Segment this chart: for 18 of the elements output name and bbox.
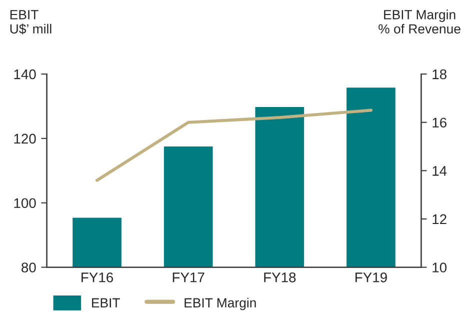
- x-tick-label: FY19: [356, 272, 387, 282]
- y-axis-title: EBIT U$’ mill: [10, 10, 52, 34]
- y2-axis-title: EBIT Margin % of Revenue: [378, 10, 460, 34]
- legend-label: EBIT Margin: [184, 298, 256, 310]
- x-tick-label: FY18: [264, 272, 296, 282]
- line-series: [95, 108, 373, 182]
- y-tick-label: 80: [22, 262, 36, 272]
- x-tick-label: FY16: [82, 272, 114, 282]
- y2-tick-label: 12: [432, 214, 446, 224]
- y2-tick-label: 18: [432, 69, 446, 80]
- y-tick-label: 140: [14, 69, 36, 80]
- legend-label: EBIT: [92, 298, 120, 308]
- y-tick-label: 100: [14, 198, 36, 208]
- x-tick-label: FY17: [172, 272, 204, 282]
- y2-tick-label: 10: [432, 262, 447, 272]
- y-tick-label: 120: [14, 134, 36, 144]
- y2-tick-label: 16: [432, 118, 446, 128]
- y2-tick-label: 14: [432, 166, 447, 176]
